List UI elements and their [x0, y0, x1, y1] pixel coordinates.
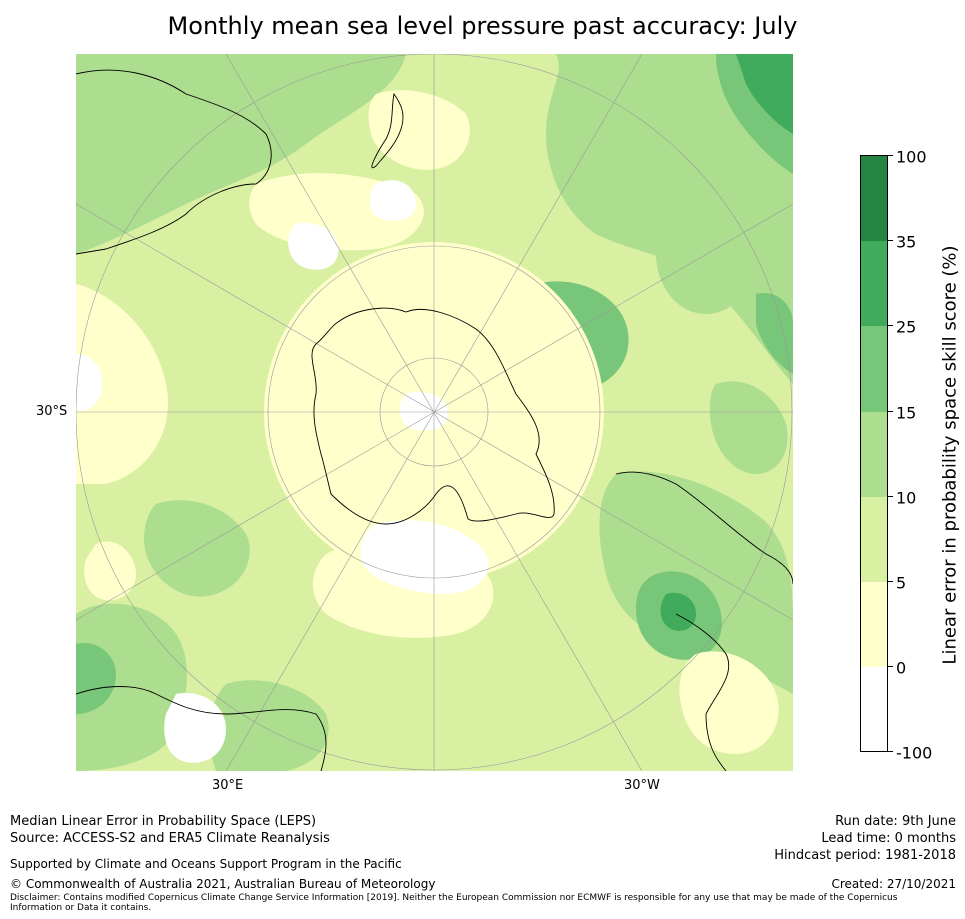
skill-class-negative [76, 180, 489, 763]
skill-class-25-35 [660, 54, 793, 631]
colorbar-label: 100 [896, 147, 927, 167]
south-america-coast [615, 471, 793, 771]
colorbar-segment-35-100 [861, 156, 887, 241]
colorbar-segment-25-35 [861, 241, 887, 326]
lon-label-30w: 30°W [624, 778, 660, 793]
colorbar-tick [888, 411, 893, 412]
footer-copyright: © Commonwealth of Australia 2021, Austra… [10, 877, 436, 891]
hindcast-period: Hindcast period: 1981-2018 [774, 848, 956, 863]
lon-label-30e: 30°E [212, 778, 244, 793]
colorbar-label: -100 [896, 743, 933, 763]
colorbar-tick [888, 325, 893, 326]
colorbar-tick [888, 496, 893, 497]
run-date: Run date: 9th June [835, 814, 956, 829]
colorbar-segment-0-5 [861, 582, 887, 667]
colorbar-tick [888, 155, 893, 156]
colorbar [860, 155, 888, 752]
colorbar-segment-10-15 [861, 412, 887, 497]
colorbar-segment-5-10 [861, 497, 887, 582]
colorbar-tick [888, 581, 893, 582]
colorbar-tick [888, 666, 893, 667]
footer-method: Median Linear Error in Probability Space… [10, 814, 317, 829]
map-title: Monthly mean sea level pressure past acc… [167, 12, 798, 40]
australia-coast [76, 69, 272, 255]
coastlines [76, 69, 793, 771]
colorbar-tick [888, 751, 893, 752]
colorbar-label: 0 [896, 658, 907, 678]
colorbar-label: 5 [896, 573, 907, 593]
footer-support: Supported by Climate and Oceans Support … [10, 857, 402, 871]
footer-disclaimer: Disclaimer: Contains modified Copernicus… [10, 893, 898, 913]
africa-coast [76, 686, 327, 771]
colorbar-label: 10 [896, 488, 917, 508]
created-date: Created: 27/10/2021 [831, 877, 956, 891]
colorbar-segment-15-25 [861, 326, 887, 412]
graticule [76, 54, 793, 771]
lead-time: Lead time: 0 months [821, 831, 956, 846]
polar-map [76, 54, 793, 771]
colorbar-title: Linear error in probability space skill … [939, 245, 961, 665]
colorbar-segment-neg [861, 667, 887, 751]
lat-label-30s: 30°S [36, 404, 68, 419]
map-canvas [76, 54, 793, 771]
new-zealand-coast [371, 92, 404, 169]
antarctica-coast [311, 307, 555, 525]
colorbar-label: 25 [896, 317, 917, 337]
colorbar-label: 35 [896, 232, 917, 252]
footer-source: Source: ACCESS-S2 and ERA5 Climate Reana… [10, 831, 330, 846]
colorbar-tick [888, 240, 893, 241]
colorbar-label: 15 [896, 403, 917, 423]
skill-class-10-15 [76, 54, 793, 771]
